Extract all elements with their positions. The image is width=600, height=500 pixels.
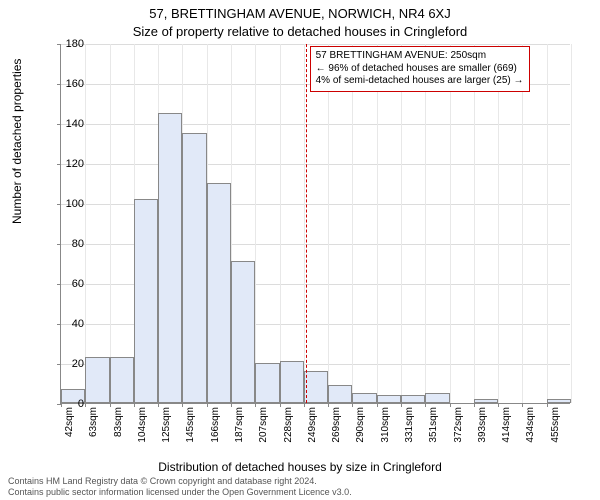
histogram-bar [85,357,109,403]
histogram-plot-area: 42sqm63sqm83sqm104sqm125sqm145sqm166sqm1… [60,44,570,404]
x-tick-label: 145sqm [185,403,196,443]
histogram-bar [182,133,206,403]
x-tick-label: 228sqm [283,403,294,443]
x-tick-label: 290sqm [355,403,366,443]
footer-attribution: Contains HM Land Registry data © Crown c… [8,476,352,498]
histogram-bar [474,399,498,403]
x-tick-label: 393sqm [477,403,488,443]
x-tick-label: 434sqm [525,403,536,443]
chart-title-line-1: 57, BRETTINGHAM AVENUE, NORWICH, NR4 6XJ [0,6,600,21]
histogram-bar [377,395,401,403]
callout-line-2: ← 96% of detached houses are smaller (66… [316,63,524,76]
histogram-bar [255,363,279,403]
marker-line [306,44,307,403]
histogram-bar [158,113,182,403]
y-tick-label: 140 [44,118,84,130]
histogram-bar [304,371,328,403]
x-tick-label: 187sqm [234,403,245,443]
callout-box: 57 BRETTINGHAM AVENUE: 250sqm ← 96% of d… [310,46,530,92]
histogram-bar [401,395,425,403]
x-axis-label: Distribution of detached houses by size … [0,460,600,474]
histogram-bar [134,199,158,403]
histogram-bar [352,393,376,403]
x-tick-label: 166sqm [210,403,221,443]
footer-line-1: Contains HM Land Registry data © Crown c… [8,476,352,487]
histogram-bar [207,183,231,403]
y-tick-label: 40 [44,318,84,330]
x-tick-label: 207sqm [258,403,269,443]
histogram-bar [110,357,134,403]
footer-line-2: Contains public sector information licen… [8,487,352,498]
callout-line-1: 57 BRETTINGHAM AVENUE: 250sqm [316,50,524,63]
x-tick-label: 269sqm [331,403,342,443]
x-tick-label: 125sqm [161,403,172,443]
x-tick-label: 63sqm [88,403,99,437]
x-tick-label: 372sqm [453,403,464,443]
x-tick-label: 331sqm [404,403,415,443]
chart-title-line-2: Size of property relative to detached ho… [0,24,600,39]
y-tick-label: 80 [44,238,84,250]
histogram-bar [547,399,571,403]
histogram-bar [280,361,304,403]
histogram-bar [328,385,352,403]
bars-layer [61,44,570,403]
y-tick-label: 0 [44,398,84,410]
y-tick-label: 180 [44,38,84,50]
x-tick-label: 351sqm [428,403,439,443]
x-tick-label: 83sqm [113,403,124,437]
y-tick-label: 100 [44,198,84,210]
x-tick-label: 249sqm [307,403,318,443]
y-tick-label: 120 [44,158,84,170]
y-tick-label: 60 [44,278,84,290]
callout-line-3: 4% of semi-detached houses are larger (2… [316,75,524,88]
histogram-bar [425,393,449,403]
x-tick-label: 455sqm [550,403,561,443]
histogram-bar [231,261,255,403]
x-tick-label: 310sqm [380,403,391,443]
y-axis-label: Number of detached properties [10,59,24,224]
x-tick-label: 104sqm [137,403,148,443]
y-tick-label: 20 [44,358,84,370]
y-tick-label: 160 [44,78,84,90]
chart-container: 57, BRETTINGHAM AVENUE, NORWICH, NR4 6XJ… [0,0,600,500]
x-tick-label: 414sqm [501,403,512,443]
